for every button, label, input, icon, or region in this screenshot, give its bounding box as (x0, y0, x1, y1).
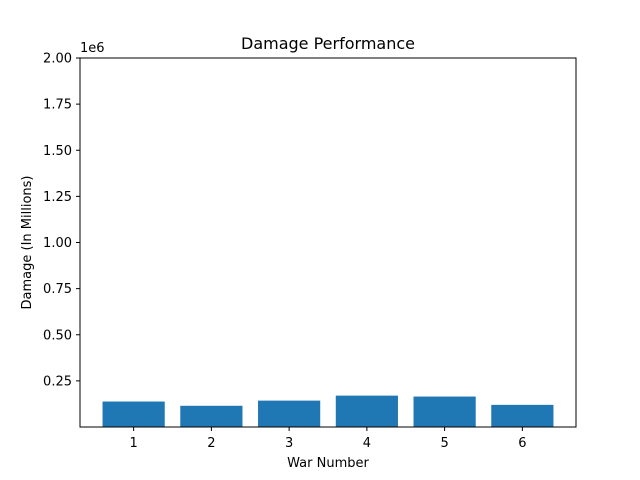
x-tick-label: 3 (285, 436, 293, 451)
x-ticks-group: 1 2 3 4 5 6 (130, 427, 526, 451)
y-ticks-group: 0.25 0.50 0.75 1.00 1.25 1.50 1.75 2.00 (43, 52, 80, 389)
x-tick-label: 4 (363, 436, 371, 451)
y-tick-label: 0.75 (43, 282, 72, 297)
bar-war-6 (491, 404, 554, 427)
y-axis-offset-label: 1e6 (80, 41, 105, 56)
bar-war-1 (102, 401, 165, 427)
x-axis-label: War Number (287, 456, 369, 471)
y-tick-label: 1.75 (43, 98, 72, 113)
x-tick-label: 6 (518, 436, 526, 451)
bar-war-2 (180, 405, 243, 427)
x-tick-label: 2 (207, 436, 215, 451)
x-tick-label: 1 (130, 436, 138, 451)
x-tick-label: 5 (440, 436, 448, 451)
bar-war-4 (335, 395, 398, 427)
bars-group (102, 395, 554, 427)
y-tick-label: 1.25 (43, 190, 72, 205)
y-tick-label: 1.00 (43, 236, 72, 251)
y-axis-label: Damage (In Millions) (20, 176, 35, 310)
bar-war-3 (258, 400, 321, 427)
y-tick-label: 0.50 (43, 328, 72, 343)
y-tick-label: 0.25 (43, 374, 72, 389)
y-tick-label: 1.50 (43, 144, 72, 159)
plot-frame (79, 57, 577, 428)
chart-title: Damage Performance (241, 34, 415, 53)
y-tick-label: 2.00 (43, 52, 72, 67)
bar-war-5 (413, 396, 476, 427)
